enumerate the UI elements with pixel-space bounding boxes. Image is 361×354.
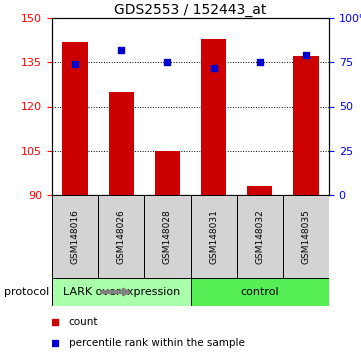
Bar (62, 42, 88, 195)
Text: GSM148035: GSM148035 (301, 209, 310, 264)
Point (257, 59, 263, 65)
Bar (201, 39, 226, 195)
Title: GDS2553 / 152443_at: GDS2553 / 152443_at (114, 3, 267, 17)
Bar (109, 92, 134, 195)
Point (72, 61, 78, 67)
Bar (283, 195, 329, 278)
Text: GSM148026: GSM148026 (117, 209, 126, 264)
Bar (52, 195, 98, 278)
Point (211, 65, 217, 70)
Text: LARK overexpression: LARK overexpression (62, 287, 180, 297)
Point (118, 47, 124, 53)
Bar (247, 186, 273, 195)
Bar (191, 278, 329, 306)
Text: GSM148028: GSM148028 (163, 209, 172, 264)
Text: GSM148016: GSM148016 (71, 209, 79, 264)
Bar (293, 56, 319, 195)
Text: GSM148032: GSM148032 (255, 209, 264, 264)
Bar (98, 195, 144, 278)
Text: percentile rank within the sample: percentile rank within the sample (69, 338, 244, 348)
Text: control: control (240, 287, 279, 297)
Text: GSM148031: GSM148031 (209, 209, 218, 264)
Bar (52, 278, 191, 306)
Bar (191, 195, 237, 278)
Bar (155, 151, 180, 195)
Bar (144, 195, 191, 278)
Text: protocol: protocol (4, 287, 49, 297)
Text: count: count (69, 317, 98, 327)
Bar (237, 195, 283, 278)
Point (303, 52, 309, 58)
Point (165, 59, 170, 65)
